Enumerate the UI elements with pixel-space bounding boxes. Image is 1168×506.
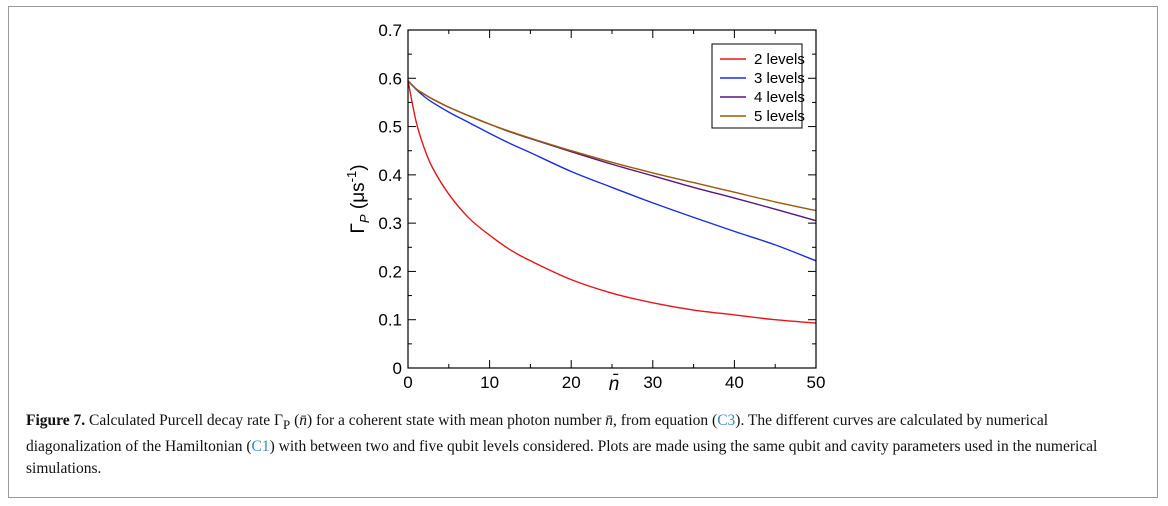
legend-box (711, 43, 803, 129)
caption-text-5: ). The different curves are calculated b… (26, 412, 1049, 456)
x-tick-label: 50 (807, 373, 826, 392)
legend-label: 2 levels (754, 51, 805, 68)
plot-area (407, 29, 817, 369)
figure-caption: Figure 7. Calculated Purcell decay rate … (26, 410, 1141, 480)
caption-text-1: Calculated Purcell decay rate Γ (85, 412, 284, 429)
legend: 2 levels 3 levels 4 levels 5 levels (711, 43, 805, 129)
y-tick-label: 0.4 (378, 166, 402, 185)
caption-text-4: , from equation ( (613, 412, 718, 429)
x-tick-label: 40 (725, 373, 744, 392)
figure-frame (8, 6, 1158, 498)
chart: 0 10 20 30 40 50 0 0.1 0.2 0.3 0.4 0.5 0.6 0.7 2 leve… (344, 21, 826, 395)
y-tick-label: 0 (393, 359, 402, 378)
y-tick-label: 0.3 (378, 214, 402, 233)
equation-ref-c3[interactable]: C3 (717, 412, 736, 429)
caption-nbar-1: n̄ (299, 412, 307, 429)
y-tick-label: 0.7 (378, 21, 402, 40)
y-tick-label: 0.2 (378, 262, 402, 281)
series-line-5-levels (407, 80, 817, 212)
caption-text-3: ) for a coherent state with mean photon … (307, 412, 606, 429)
y-tick-label: 0.5 (378, 118, 402, 137)
legend-label: 5 levels (754, 108, 805, 125)
y-tick-label: 0.6 (378, 69, 402, 88)
series-line-2-levels (407, 80, 817, 324)
x-tick-label: 30 (643, 373, 662, 392)
y-axis-label: ΓP (μs-1) (344, 164, 372, 233)
caption-sub-p: P (283, 417, 291, 433)
equation-ref-c1[interactable]: C1 (251, 438, 270, 456)
y-tick-label: 0.1 (378, 311, 402, 330)
x-tick-label: 0 (403, 373, 412, 392)
legend-label: 3 levels (754, 70, 805, 87)
caption-text-6: ) with between two and five qubit levels… (26, 438, 1098, 478)
legend-label: 4 levels (754, 89, 805, 106)
figure-label: Figure 7. (26, 412, 86, 429)
series-line-3-levels (407, 80, 817, 262)
x-axis-label: n̄ (609, 374, 620, 395)
x-tick-label: 10 (480, 373, 499, 392)
caption-text-2: ( (290, 412, 300, 429)
caption-nbar-2: n̄ (605, 412, 614, 429)
x-tick-label: 20 (562, 373, 581, 392)
